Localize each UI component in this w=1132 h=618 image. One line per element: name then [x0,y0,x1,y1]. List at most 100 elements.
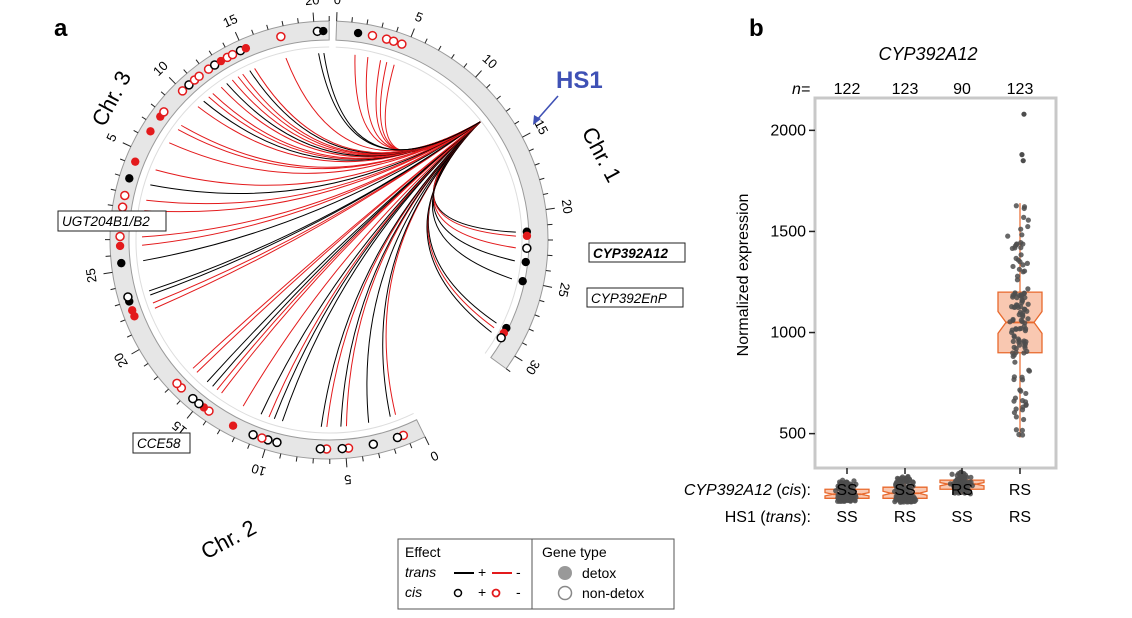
tick-mark [396,26,399,32]
gene-label-cce58: CCE58 [132,432,191,454]
tick-mark [279,453,282,459]
data-point [1011,352,1017,358]
tick-mark [366,19,369,25]
chord-link [427,121,497,324]
data-point [1022,399,1029,405]
data-point [893,479,900,485]
data-point [1011,398,1017,404]
tick-label: 10 [250,461,268,480]
legend: Effect trans + - cis + - Gene type detox… [397,538,675,610]
data-point [1019,432,1026,438]
gene-marker-nondetox [194,71,204,82]
data-point [1025,301,1031,307]
data-point [1022,345,1028,351]
tick-mark [103,271,113,275]
tick-mark [378,453,381,459]
tick-mark [394,448,397,454]
data-point [1009,245,1015,252]
data-point [1014,273,1021,279]
data-point [840,484,847,490]
tick-mark [543,285,553,288]
data-point [1010,263,1016,270]
gene-marker-detox [128,306,137,315]
gene-marker-nondetox [159,107,169,117]
legend-cis-plus: + [478,584,486,600]
tick-mark [514,120,520,125]
data-point [1020,416,1027,423]
gene-marker-detox [117,258,126,268]
tick-mark [110,188,116,191]
tick-mark [545,207,555,211]
tick-mark [107,204,113,207]
y-axis-label: Normalized expression [735,194,752,357]
data-point [1009,329,1015,336]
tick-mark [424,38,428,44]
gene-marker-nondetox [209,60,220,70]
y-tick-label: 1000 [770,325,806,342]
tick-mark [345,458,348,468]
tick-mark [543,192,549,195]
ring-chr2 [109,222,426,460]
data-point [1013,255,1019,261]
chromosome-labels: 051015202530051015202505101520Chr. 1Chr.… [82,0,627,564]
tick-mark [126,334,132,338]
data-point [951,482,958,488]
trans-genotype: RS [1009,509,1031,526]
tick-mark [141,116,147,121]
gene-marker-detox [353,28,363,38]
n-values: 122 123 90 123 [834,81,1034,98]
data-point [1016,312,1022,318]
tick-mark [362,456,364,462]
data-point [846,486,852,492]
svg-text:CCE58: CCE58 [137,436,181,451]
data-point [962,472,969,478]
chord-link [320,121,481,427]
gene-marker-detox [521,257,530,267]
hs1-label: HS1 [556,67,603,94]
tick-mark [451,54,455,59]
chord-link [242,121,481,407]
tick-label: 0 [428,448,441,465]
chromosome-rings [101,12,555,468]
panel-b-title: CYP392A12 [878,44,977,64]
trans-genotype: SS [951,509,972,526]
legend-detox-marker [558,566,572,580]
tick-mark [150,103,156,108]
chord-link [143,121,481,262]
tick-mark [297,18,299,24]
data-point [1016,292,1023,299]
tick-mark [514,355,523,362]
inner-track [136,46,330,224]
data-point [1021,204,1028,210]
data-point [844,494,850,500]
gene-marker-detox [146,127,155,136]
trans-row-label: HS1 (trans): [725,509,811,526]
tick-label: 5 [413,9,425,26]
tick-mark [216,429,221,435]
data-point [1025,286,1031,292]
tick-mark [522,342,528,346]
gene-marker-nondetox [397,39,407,49]
data-point [1022,294,1028,301]
data-point [897,494,903,501]
chord-link [366,121,481,423]
data-point [898,475,904,481]
tick-label: 20 [111,350,131,370]
data-point [1019,374,1025,380]
tick-label: 25 [83,267,100,284]
tick-mark [486,84,491,89]
gene-marker-nondetox [123,292,133,302]
gene-marker-detox [522,231,532,241]
data-point [1010,338,1016,345]
data-point [853,494,859,500]
n-value: 123 [892,81,919,98]
chromosome-name: Chr. 3 [87,67,137,131]
gene-marker-nondetox [496,333,506,343]
y-axis: 500 1000 1500 2000 [770,122,815,443]
outlier-point [1020,158,1026,164]
tick-mark [168,77,176,85]
tick-mark [231,437,235,443]
gene-marker-nondetox [120,190,130,201]
boxplots [824,111,1043,505]
gene-marker-detox [228,421,238,430]
